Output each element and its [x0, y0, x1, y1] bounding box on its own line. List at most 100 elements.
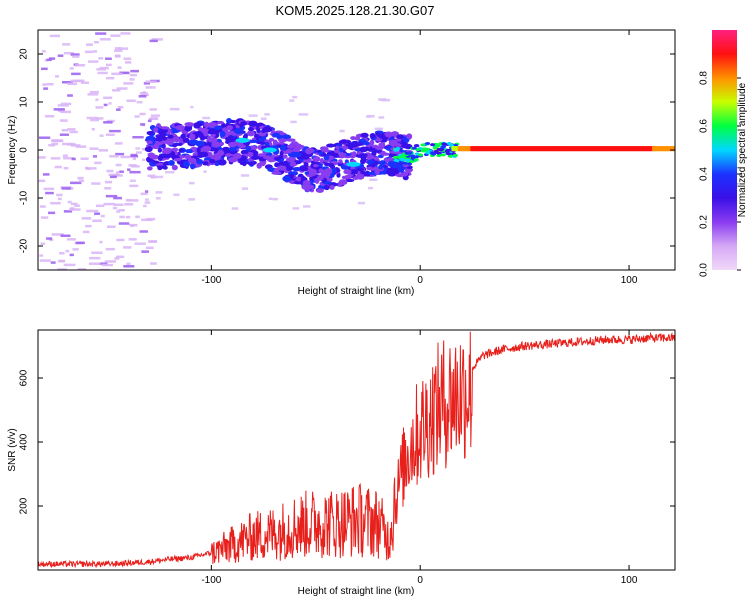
spectrum-noise-cell — [140, 123, 146, 126]
spectrum-cell — [203, 130, 209, 137]
spectrum-noise-cell — [99, 240, 103, 244]
carrier-cell — [562, 146, 567, 152]
spectrogram-y-axis-label: Frequency (Hz) — [7, 116, 18, 185]
spectrum-cell — [210, 133, 216, 138]
colorbar-tick-label: 0.2 — [699, 215, 710, 229]
carrier-cell — [505, 146, 510, 152]
spectrum-noise-cell — [91, 127, 95, 131]
spectrum-noise-cell — [63, 210, 73, 213]
x-tick-label: 0 — [417, 275, 423, 286]
spectrum-noise-cell — [99, 262, 108, 265]
spectrum-cell — [323, 184, 330, 191]
spectrum-noise-cell — [130, 69, 139, 73]
spectrum-noise-cell — [143, 204, 147, 208]
spectrum-cell — [320, 146, 329, 153]
spectrum-noise-cell — [119, 170, 124, 173]
spectrum-cell — [248, 120, 258, 127]
spectrum-cell — [282, 154, 288, 159]
spectrum-cell — [422, 149, 428, 153]
spectrum-noise-cell — [101, 263, 108, 267]
spectrum-cell — [363, 141, 370, 146]
spectrum-noise-cell — [56, 193, 63, 197]
spectrum-cell — [409, 159, 415, 163]
spectrum-noise-cell — [136, 151, 142, 154]
spectrum-noise-cell — [242, 187, 249, 190]
spectrum-noise-cell — [95, 204, 105, 208]
spectrum-noise-cell — [51, 233, 64, 236]
spectrum-noise-cell — [116, 108, 121, 111]
carrier-cell — [539, 146, 544, 152]
spectrum-noise-cell — [67, 128, 76, 131]
spectrum-noise-cell — [81, 81, 90, 84]
spectrum-noise-cell — [99, 38, 111, 41]
carrier-cell — [474, 146, 479, 152]
carrier-cell — [464, 146, 469, 152]
spectrum-noise-cell — [75, 241, 85, 245]
spectrum-noise-cell — [266, 132, 271, 135]
carrier-cell — [597, 146, 602, 152]
spectrum-noise-cell — [66, 238, 76, 241]
spectrum-noise-cell — [60, 234, 71, 237]
spectrum-cell — [414, 155, 420, 159]
carrier-cell — [476, 146, 481, 152]
spectrum-noise-cell — [106, 119, 115, 123]
spectrum-noise-cell — [48, 211, 56, 215]
spectrum-noise-cell — [124, 61, 132, 64]
spectrum-noise-cell — [145, 198, 149, 201]
spectrum-cell — [440, 145, 446, 149]
spectrum-cell — [350, 136, 357, 141]
carrier-cell — [618, 146, 623, 152]
spectrum-cell — [168, 160, 175, 166]
spectrum-noise-cell — [40, 242, 46, 246]
spectrum-noise-cell — [272, 197, 279, 201]
spectrum-noise-cell — [78, 179, 85, 183]
carrier-cell — [660, 146, 665, 152]
spectrum-noise-cell — [61, 129, 69, 132]
spectrum-noise-cell — [114, 49, 123, 52]
spectrum-cell — [385, 170, 390, 175]
carrier-cell — [616, 146, 621, 152]
spectrum-cell — [246, 130, 255, 137]
spectrum-noise-cell — [374, 127, 383, 131]
spectrum-noise-cell — [119, 71, 130, 75]
spectrum-cell — [407, 162, 413, 166]
carrier-cell — [581, 146, 586, 152]
spectrum-cell — [371, 151, 377, 156]
spectrum-noise-cell — [57, 104, 69, 107]
spectrum-noise-cell — [63, 156, 75, 160]
carrier-cell — [675, 146, 679, 151]
spectrum-cell — [429, 143, 435, 147]
carrier-cell — [591, 146, 596, 152]
spectrum-noise-cell — [136, 100, 143, 104]
spectrum-cell — [248, 162, 255, 166]
spectrum-cell — [228, 147, 236, 152]
spectrum-noise-cell — [59, 251, 65, 255]
spectrum-cell — [453, 143, 459, 147]
spectrum-cell — [279, 150, 284, 157]
spectrum-cell — [366, 154, 375, 160]
spectrum-cell — [271, 171, 282, 175]
snr-x-axis-label: Height of straight line (km) — [298, 586, 415, 597]
spectrum-cell — [226, 138, 234, 143]
spectrum-noise-cell — [103, 103, 108, 107]
spectrum-cell — [309, 168, 317, 174]
spectrum-noise-cell — [118, 47, 129, 50]
spectrum-noise-cell — [261, 117, 267, 120]
spectrum-cell — [444, 149, 450, 153]
y-tick-label: 400 — [19, 433, 30, 450]
spectrum-noise-cell — [142, 158, 146, 162]
spectrum-cell — [312, 163, 319, 168]
spectrum-noise-cell — [53, 108, 65, 111]
spectrum-cell — [413, 144, 419, 148]
spectrum-noise-cell — [123, 265, 135, 268]
spectrum-noise-cell — [69, 67, 74, 70]
spectrum-noise-cell — [40, 216, 49, 219]
spectrum-cell — [264, 141, 270, 147]
spectrum-noise-cell — [97, 71, 108, 75]
carrier-cell — [593, 146, 598, 152]
spectrum-cell — [217, 159, 227, 166]
spectrum-noise-cell — [58, 259, 66, 263]
spectrum-cell — [152, 160, 160, 164]
spectrum-cell — [406, 133, 413, 140]
spectrum-noise-cell — [39, 259, 51, 262]
